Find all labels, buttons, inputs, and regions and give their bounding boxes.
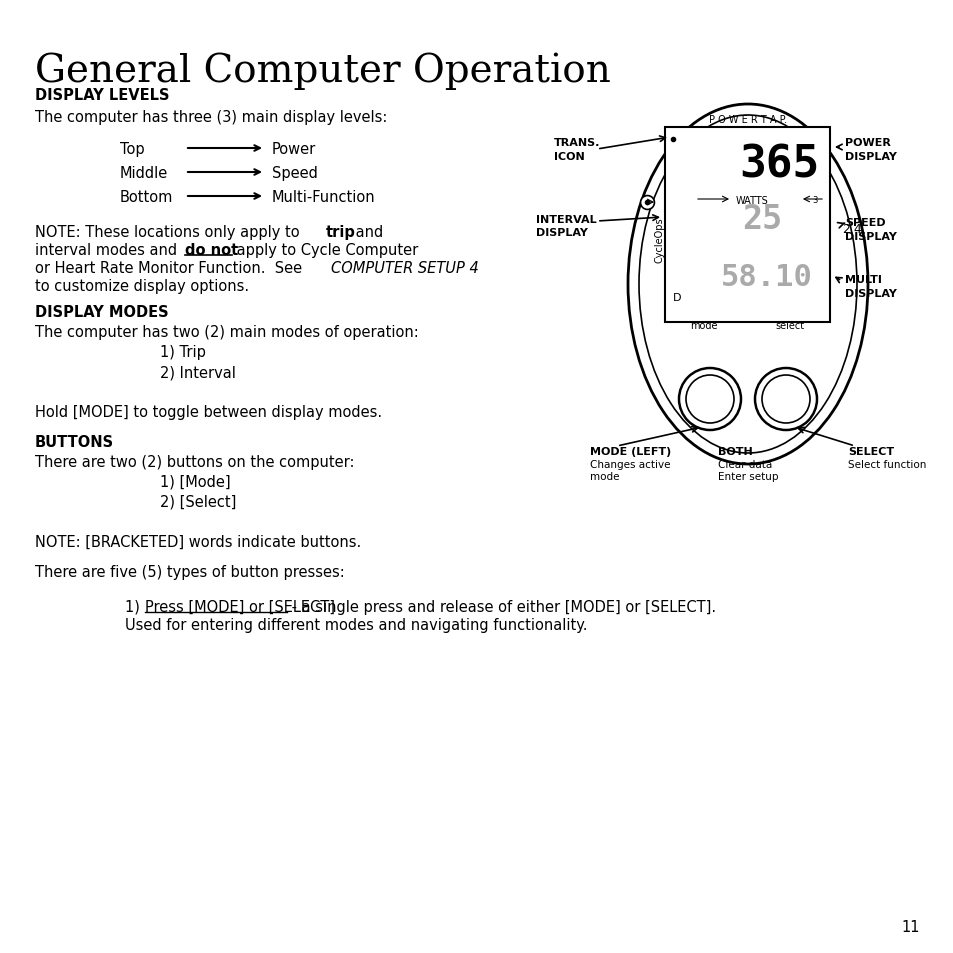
Text: MULTI: MULTI <box>844 274 881 285</box>
Text: apply to Cycle Computer: apply to Cycle Computer <box>232 243 417 257</box>
Text: 2.4: 2.4 <box>841 223 861 235</box>
Text: Select function: Select function <box>847 459 925 470</box>
Text: Bottom: Bottom <box>120 190 173 205</box>
Text: DISPLAY MODES: DISPLAY MODES <box>35 305 169 319</box>
Text: Press [MODE] or [SELECT]: Press [MODE] or [SELECT] <box>145 599 335 615</box>
Text: Middle: Middle <box>120 166 168 181</box>
Text: SPEED: SPEED <box>844 218 884 228</box>
Text: 3: 3 <box>812 195 817 205</box>
Text: Top: Top <box>120 142 145 157</box>
Text: Changes active: Changes active <box>589 459 670 470</box>
Text: There are five (5) types of button presses:: There are five (5) types of button press… <box>35 564 344 579</box>
Text: Power: Power <box>272 142 315 157</box>
Text: CycleOps: CycleOps <box>655 217 664 262</box>
Text: mode: mode <box>589 472 618 481</box>
Text: General Computer Operation: General Computer Operation <box>35 52 610 90</box>
Text: Hold [MODE] to toggle between display modes.: Hold [MODE] to toggle between display mo… <box>35 405 382 419</box>
Text: MODE (LEFT): MODE (LEFT) <box>589 447 671 456</box>
Text: 2) [Select]: 2) [Select] <box>160 495 236 510</box>
Text: WATTS: WATTS <box>735 195 767 206</box>
Text: INTERVAL: INTERVAL <box>536 214 596 225</box>
Text: P O W E R T A P.: P O W E R T A P. <box>708 115 786 125</box>
Text: do not: do not <box>185 243 238 257</box>
Text: NOTE: [BRACKETED] words indicate buttons.: NOTE: [BRACKETED] words indicate buttons… <box>35 535 361 550</box>
Text: mode: mode <box>689 320 717 331</box>
Text: Multi-Function: Multi-Function <box>272 190 375 205</box>
Text: The computer has two (2) main modes of operation:: The computer has two (2) main modes of o… <box>35 325 418 339</box>
Text: to customize display options.: to customize display options. <box>35 278 249 294</box>
Text: The computer has three (3) main display levels:: The computer has three (3) main display … <box>35 110 387 125</box>
Text: - a single press and release of either [MODE] or [SELECT].: - a single press and release of either [… <box>286 599 715 615</box>
Text: 1): 1) <box>125 599 144 615</box>
Text: Used for entering different modes and navigating functionality.: Used for entering different modes and na… <box>125 618 587 633</box>
Text: 365: 365 <box>739 143 820 186</box>
Text: interval modes and: interval modes and <box>35 243 182 257</box>
Text: COMPUTER SETUP 4: COMPUTER SETUP 4 <box>331 261 478 275</box>
Text: DISPLAY LEVELS: DISPLAY LEVELS <box>35 88 170 103</box>
Text: SELECT: SELECT <box>847 447 893 456</box>
Text: 11: 11 <box>901 919 919 934</box>
Text: Speed: Speed <box>272 166 317 181</box>
Text: DISPLAY: DISPLAY <box>536 228 587 237</box>
Text: NOTE: These locations only apply to: NOTE: These locations only apply to <box>35 225 304 240</box>
Text: POWER: POWER <box>844 138 890 148</box>
Text: DISPLAY: DISPLAY <box>844 152 896 162</box>
Text: BOTH: BOTH <box>718 447 752 456</box>
Text: trip: trip <box>326 225 355 240</box>
Text: DISPLAY: DISPLAY <box>844 289 896 298</box>
Text: Enter setup: Enter setup <box>718 472 778 481</box>
Text: BUTTONS: BUTTONS <box>35 435 114 450</box>
Text: Clear data: Clear data <box>718 459 771 470</box>
Text: 2) Interval: 2) Interval <box>160 365 235 379</box>
Text: 1) [Mode]: 1) [Mode] <box>160 475 231 490</box>
Ellipse shape <box>627 105 867 464</box>
Text: There are two (2) buttons on the computer:: There are two (2) buttons on the compute… <box>35 455 355 470</box>
Text: D: D <box>672 293 680 303</box>
FancyBboxPatch shape <box>664 128 829 323</box>
Text: and: and <box>351 225 383 240</box>
Ellipse shape <box>754 369 816 431</box>
Text: 58.10: 58.10 <box>720 263 812 292</box>
Text: or Heart Rate Monitor Function.  See: or Heart Rate Monitor Function. See <box>35 261 307 275</box>
Text: 25: 25 <box>741 203 781 235</box>
Text: TRANS.: TRANS. <box>554 138 599 148</box>
Ellipse shape <box>679 369 740 431</box>
Text: 1) Trip: 1) Trip <box>160 345 206 359</box>
Text: ICON: ICON <box>554 152 584 162</box>
Text: select: select <box>775 320 804 331</box>
Text: DISPLAY: DISPLAY <box>844 232 896 242</box>
